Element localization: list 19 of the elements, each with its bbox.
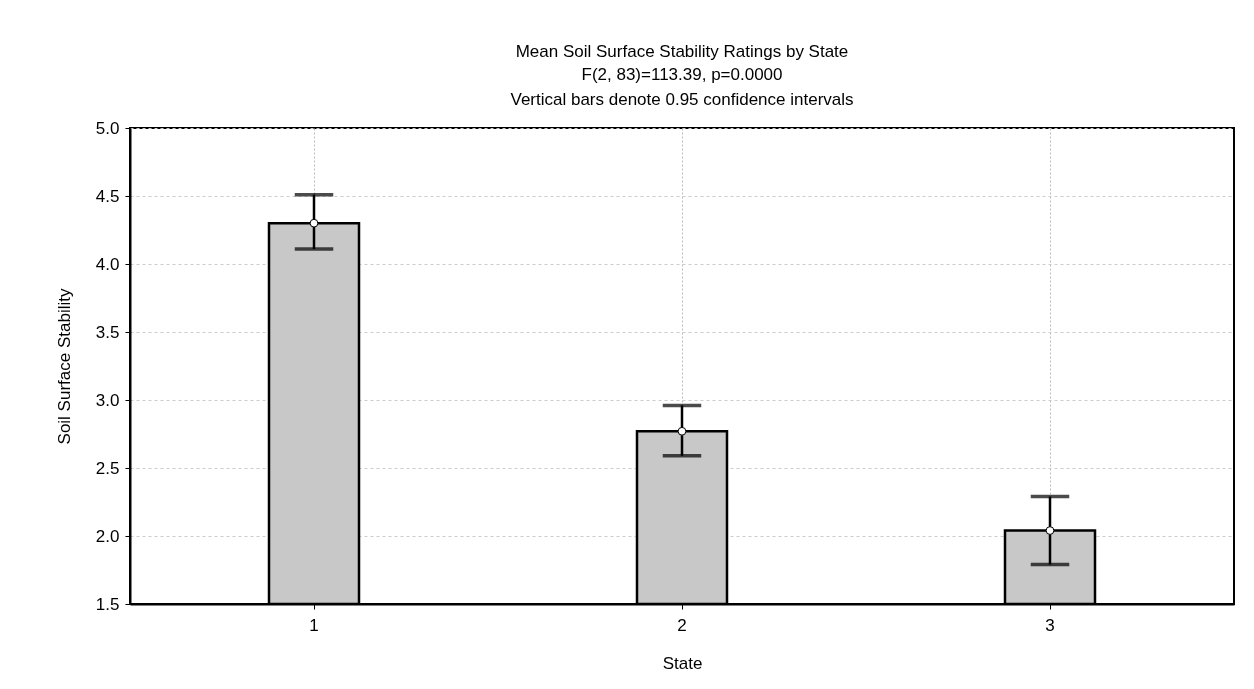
x-tick-label: 2	[677, 615, 687, 635]
x-tick-label: 3	[1045, 615, 1055, 635]
y-axis-title: Soil Surface Stability	[54, 288, 74, 445]
point	[309, 218, 319, 228]
chart-subtitle: F(2, 83)=113.39, p=0.0000	[581, 65, 783, 84]
chart-title: Mean Soil Surface Stability Ratings by State	[515, 42, 849, 61]
y-tick-label: 5.0	[95, 118, 120, 138]
point	[1045, 526, 1055, 535]
text: Vertical bars denote 0.95 confidence intervals	[510, 90, 854, 109]
y-tick-label: 1.5	[95, 594, 120, 614]
y-tick-label: 4.5	[95, 186, 120, 206]
point	[677, 426, 687, 436]
x-tick-label: 1	[309, 615, 319, 635]
x-axis-title: State	[662, 653, 703, 673]
y-tick-label: 3.5	[95, 322, 120, 342]
y-tick-label: 2.5	[95, 458, 120, 478]
y-tick-label: 3.0	[95, 390, 120, 410]
y-tick-label: 2.0	[95, 526, 120, 546]
y-tick-label: 4.0	[95, 254, 120, 274]
